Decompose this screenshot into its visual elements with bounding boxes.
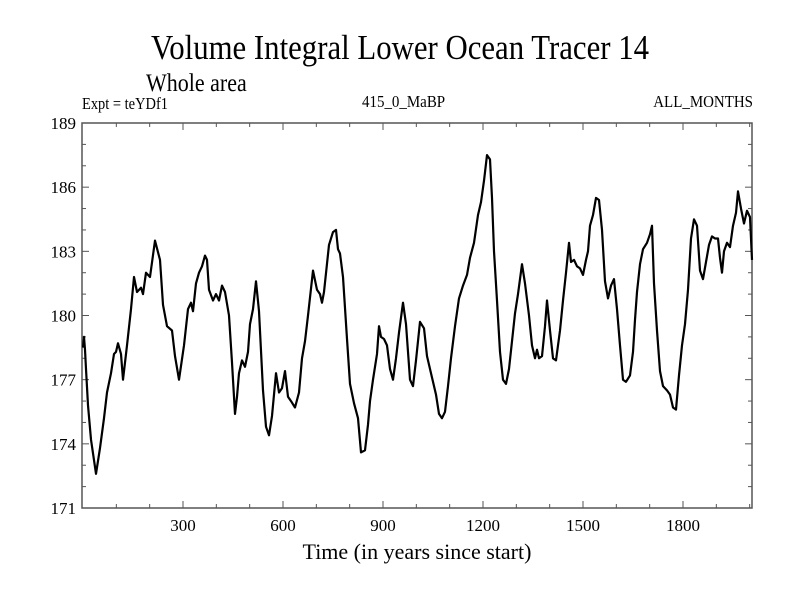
x-tick-label: 900 [370, 516, 396, 535]
y-tick-label: 177 [51, 371, 77, 390]
x-tick-label: 1200 [466, 516, 500, 535]
x-tick-label: 600 [270, 516, 296, 535]
y-tick-label: 189 [51, 114, 77, 133]
x-tick-label: 1500 [566, 516, 600, 535]
x-tick-label: 1800 [666, 516, 700, 535]
series [81, 154, 754, 475]
x-tick-label: 300 [170, 516, 196, 535]
x-axis-label: Time (in years since start) [303, 539, 532, 564]
experiment-label: Expt = teYDf1 [82, 94, 169, 113]
chart-subtitle: Whole area [146, 70, 247, 97]
chart-title: Volume Integral Lower Ocean Tracer 14 [150, 28, 650, 67]
y-tick-label: 174 [51, 435, 77, 454]
series-line [81, 154, 754, 475]
y-tick-label: 171 [51, 499, 77, 518]
period-label: 415_0_MaBP [362, 92, 446, 111]
tick-labels: 300 600 900 1200 1500 1800 171 174 177 180 183 186 1… [51, 114, 701, 535]
y-tick-label: 186 [51, 178, 77, 197]
plot-frame [81, 122, 753, 509]
axes [81, 122, 753, 509]
y-tick-label: 180 [51, 307, 77, 326]
ticks [82, 123, 752, 508]
y-tick-label: 183 [51, 242, 77, 261]
months-label: ALL_MONTHS [653, 92, 753, 111]
